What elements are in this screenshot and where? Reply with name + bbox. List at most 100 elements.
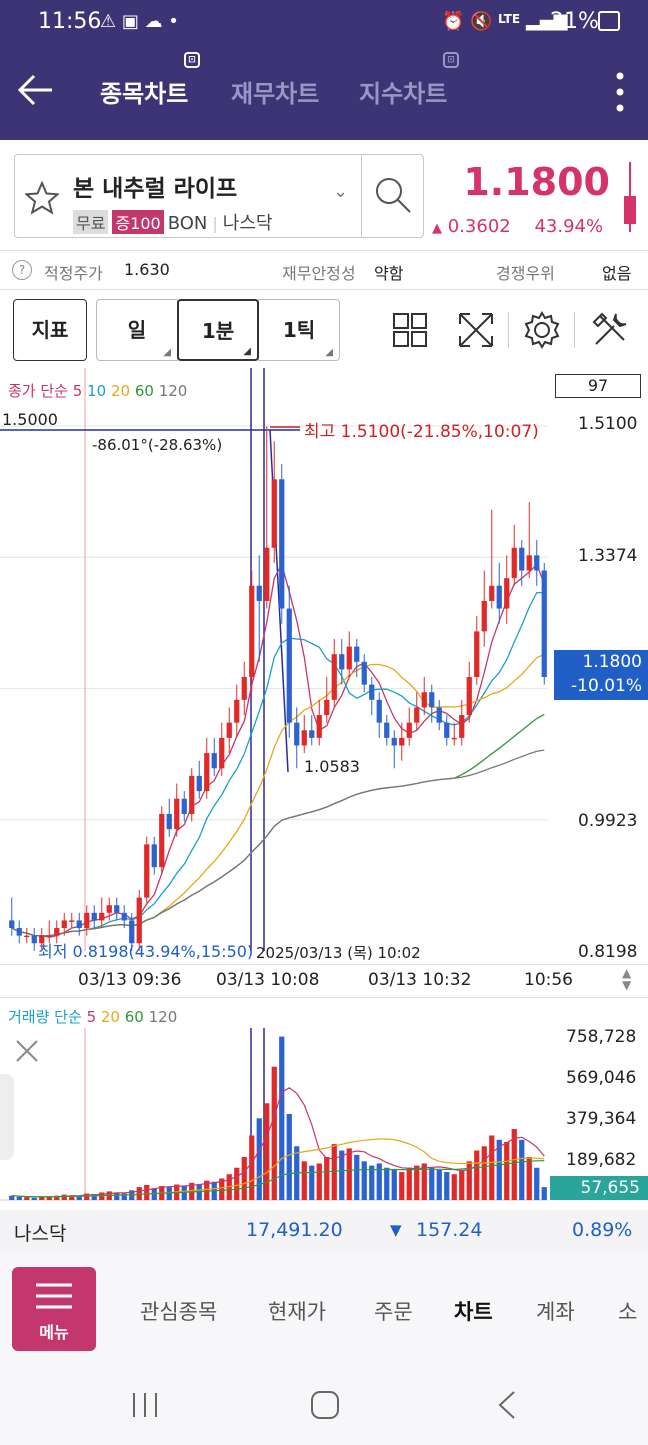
volume-bar — [346, 1148, 352, 1200]
volume-bar — [376, 1163, 382, 1200]
nav-order[interactable]: 주문 — [374, 1300, 413, 1324]
candle-body — [354, 646, 360, 662]
candle-body — [159, 813, 165, 868]
more-menu-icon[interactable] — [612, 70, 628, 114]
layout-grid-icon[interactable] — [392, 312, 428, 348]
volume-bar — [54, 1195, 60, 1200]
tab-financial-chart[interactable]: 재무차트 — [231, 74, 319, 109]
y-tick: 0.8198 — [578, 942, 638, 962]
volume-bar — [504, 1141, 510, 1200]
volume-bar — [489, 1135, 495, 1200]
nav-watchlist[interactable]: 관심종목 — [140, 1300, 218, 1324]
tab-label: 재무차트 — [231, 80, 320, 108]
volume-bar — [114, 1193, 120, 1200]
notification-icons: ⚠ ▣ ☁ • — [100, 11, 179, 32]
help-icon[interactable]: ? — [12, 260, 32, 280]
menu-button[interactable]: 메뉴 — [12, 1267, 96, 1351]
stock-name: 본 내추럴 라이프 — [73, 176, 238, 202]
period-tick-button[interactable]: 1틱 ◢ — [258, 299, 340, 361]
vol-y-tick: 569,046 — [566, 1068, 637, 1088]
nav-account[interactable]: 계좌 — [536, 1300, 575, 1324]
volume-bar — [271, 1066, 277, 1200]
ticker: BON — [167, 213, 208, 234]
back-icon[interactable] — [496, 1390, 520, 1420]
fin-stability-label: 재무안정성 — [282, 264, 356, 283]
candle-body — [219, 737, 225, 769]
home-icon[interactable] — [310, 1390, 340, 1420]
overlap-datetime-label: 2025/03/13 (목) 10:02 — [256, 944, 421, 962]
tools-icon[interactable] — [590, 310, 630, 350]
candle-body — [211, 753, 217, 769]
indicator-button[interactable]: 지표 — [13, 299, 87, 361]
nav-quote[interactable]: 현재가 — [268, 1300, 326, 1324]
tab-index-chart[interactable]: ⊡ 지수차트 — [359, 52, 459, 109]
favorite-star-icon[interactable] — [25, 181, 59, 215]
tab-stock-chart[interactable]: ⊡ 종목차트 — [100, 52, 200, 109]
hamburger-icon — [36, 1283, 72, 1309]
count-box[interactable]: 97 — [555, 374, 641, 398]
price-chart-svg[interactable] — [0, 368, 648, 1210]
settings-gear-icon[interactable] — [522, 310, 562, 350]
candle-body — [249, 585, 255, 678]
volume-bar — [429, 1167, 435, 1200]
candle-body — [414, 707, 420, 723]
candle-body — [459, 715, 465, 738]
info-bar: ? 적정주가 1.630 재무안정성 약함 경쟁우위 없음 — [0, 250, 648, 290]
volume-bar — [301, 1161, 307, 1200]
volume-bar — [24, 1197, 30, 1200]
volume-bar — [369, 1165, 375, 1200]
ma-line-10 — [11, 591, 545, 937]
angle-label: -86.01°(-28.63%) — [92, 436, 223, 454]
index-value: 17,491.20 — [246, 1219, 343, 1241]
recent-apps-icon[interactable] — [130, 1390, 160, 1420]
candle-body — [174, 798, 180, 830]
fullscreen-icon[interactable] — [456, 310, 496, 350]
bottom-nav: 메뉴 관심종목 현재가 주문 차트 계좌 소 — [0, 1252, 648, 1364]
chevron-down-icon[interactable]: ⌄ — [333, 181, 349, 202]
candle-body — [511, 547, 517, 579]
stock-selector[interactable]: 본 내추럴 라이프 무료 증100 BON | 나스닥 ⌄ — [14, 154, 424, 238]
nav-more[interactable]: 소 — [618, 1300, 638, 1324]
volume-bar — [144, 1184, 150, 1200]
side-drawer-handle[interactable] — [0, 1074, 14, 1160]
current-price-tag: 1.1800 -10.01% — [554, 650, 648, 700]
back-arrow-icon[interactable] — [16, 72, 56, 108]
candle-body — [106, 905, 112, 913]
candle-body — [151, 844, 157, 868]
candle-body — [444, 722, 450, 738]
close-icon[interactable] — [14, 1038, 40, 1064]
ma-10: 10 — [87, 382, 107, 400]
ma-20: 20 — [110, 382, 131, 400]
volume-bar — [256, 1118, 262, 1200]
battery-label: 21% — [550, 9, 599, 34]
candle-body — [376, 699, 382, 723]
signal-icon: ▂▄▆ — [526, 10, 568, 31]
volume-bar — [519, 1139, 525, 1200]
candle-body — [541, 570, 547, 678]
chart-area[interactable]: 종가 단순 5 10 20 60 120 97 1.5000 -86.01°(-… — [0, 368, 648, 1210]
ma-line-20 — [11, 653, 545, 937]
fin-stability-value: 약함 — [374, 264, 404, 283]
volume-bar — [331, 1144, 337, 1200]
candle-body — [16, 928, 22, 936]
candle-body — [226, 722, 232, 738]
search-icon[interactable] — [373, 175, 413, 215]
volume-bar — [526, 1157, 532, 1200]
ma-60: 60 — [134, 382, 154, 400]
volume-ma-60 — [11, 1160, 545, 1198]
tag-free: 무료 — [73, 210, 109, 234]
candle-body — [279, 479, 285, 609]
competitive-label: 경쟁우위 — [496, 264, 555, 283]
candle-body — [76, 920, 82, 929]
nav-chart[interactable]: 차트 — [454, 1300, 493, 1324]
candle-body — [121, 912, 127, 921]
volume-bar — [84, 1193, 90, 1200]
volume-bar — [121, 1193, 127, 1200]
ma-5: 5 — [72, 382, 83, 400]
volume-bar — [316, 1163, 322, 1200]
period-day-button[interactable]: 일 ◢ — [96, 299, 178, 361]
period-minute-button[interactable]: 1분 ◢ — [177, 299, 259, 361]
scroll-updown-icon[interactable]: ▲ ▼ — [622, 966, 632, 992]
volume-bar — [474, 1150, 480, 1200]
menu-label: 메뉴 — [39, 1323, 69, 1342]
